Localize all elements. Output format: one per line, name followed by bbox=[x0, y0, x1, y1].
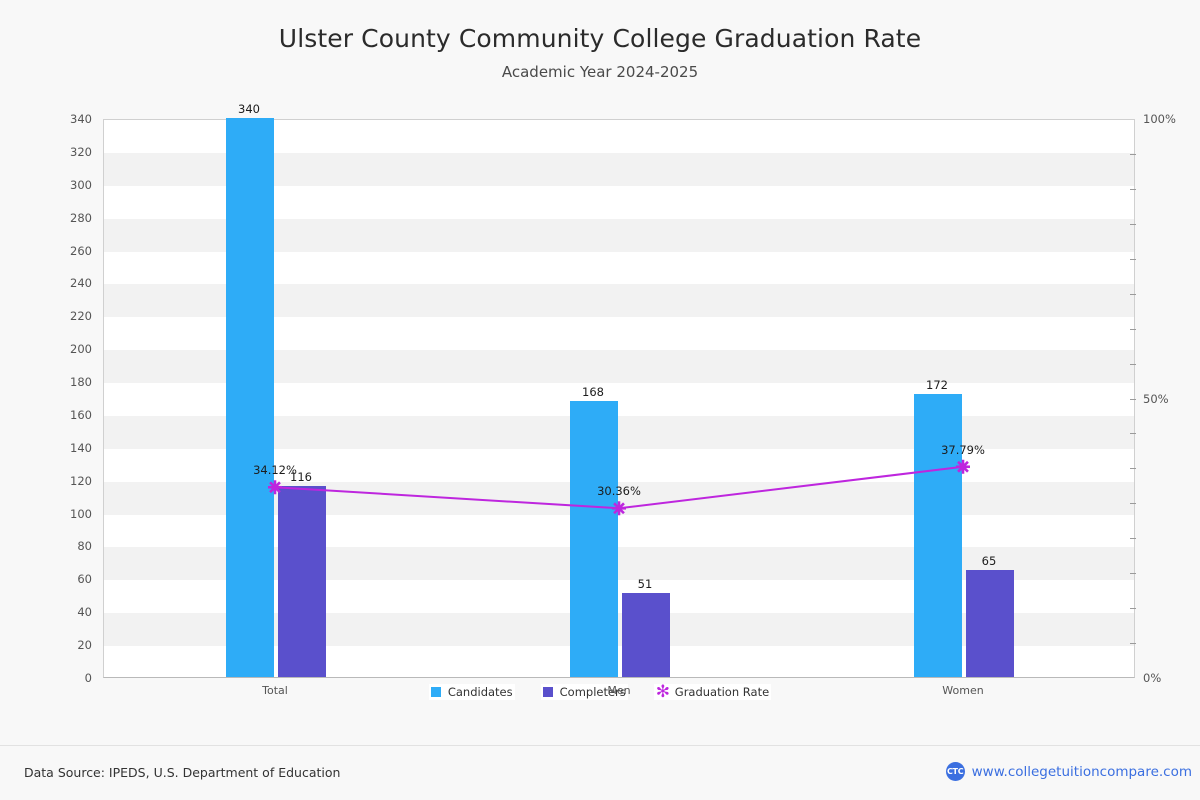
y-axis-tick-label: 320 bbox=[70, 144, 92, 159]
y2-axis-minor-tick bbox=[1130, 538, 1136, 540]
y-axis-tick-label: 60 bbox=[77, 572, 92, 587]
y2-axis-tick-label: 0% bbox=[1143, 671, 1162, 685]
x-axis-category-label: Women bbox=[942, 684, 984, 697]
grid-band bbox=[104, 547, 1134, 581]
x-axis-category-label: Total bbox=[262, 684, 288, 697]
data-source-text: Data Source: IPEDS, U.S. Department of E… bbox=[24, 765, 341, 780]
y-axis-tick-label: 120 bbox=[70, 473, 92, 488]
legend-swatch-icon bbox=[542, 687, 553, 697]
page-title: Ulster County Community College Graduati… bbox=[278, 24, 922, 53]
bar-candidates[interactable] bbox=[570, 400, 618, 677]
plot-content bbox=[104, 118, 1134, 677]
y2-axis-minor-tick bbox=[1130, 258, 1136, 260]
bar-completers[interactable] bbox=[966, 570, 1014, 677]
grid-band bbox=[104, 613, 1134, 647]
y2-axis-tick-label: 100% bbox=[1143, 112, 1176, 126]
y2-axis-minor-tick bbox=[1130, 363, 1136, 365]
y-axis-tick-label: 240 bbox=[70, 276, 92, 291]
y-axis-tick-label: 0 bbox=[84, 671, 92, 685]
bar-value-label-completers: 116 bbox=[290, 470, 312, 485]
y-axis-tick-label: 200 bbox=[70, 342, 92, 357]
legend-item[interactable]: Candidates bbox=[428, 684, 515, 700]
y-axis-tick-label: 20 bbox=[77, 638, 92, 653]
bar-candidates[interactable] bbox=[226, 118, 274, 677]
y2-axis-minor-tick bbox=[1130, 188, 1136, 190]
y2-axis-minor-tick bbox=[1130, 468, 1136, 470]
y2-axis-minor-tick bbox=[1130, 643, 1136, 645]
bar-completers[interactable] bbox=[622, 593, 670, 677]
y-axis-tick-label: 340 bbox=[70, 112, 92, 126]
graduation-rate-value-label: 34.12% bbox=[253, 463, 297, 478]
y2-axis-minor-tick bbox=[1130, 223, 1136, 225]
plot-area bbox=[103, 118, 1135, 678]
y2-axis-minor-tick bbox=[1130, 293, 1136, 295]
brand-url-text: www.collegetuitioncompare.com bbox=[971, 763, 1192, 780]
y-axis-tick-label: 300 bbox=[70, 177, 92, 192]
grid-band bbox=[104, 284, 1134, 318]
x-axis-category-label: Men bbox=[607, 684, 631, 697]
y2-axis-minor-tick bbox=[1130, 573, 1136, 575]
bar-value-label-candidates: 340 bbox=[238, 102, 260, 116]
legend-label: Candidates bbox=[447, 685, 513, 699]
bar-value-label-candidates: 172 bbox=[926, 378, 948, 393]
y-axis-tick-label: 80 bbox=[77, 539, 92, 554]
ctc-logo-icon: CTC bbox=[945, 762, 965, 781]
bar-completers[interactable] bbox=[278, 486, 326, 677]
bar-value-label-completers: 51 bbox=[637, 577, 653, 592]
y-axis-tick-label: 160 bbox=[70, 407, 92, 422]
y2-axis-minor-tick bbox=[1130, 433, 1136, 435]
legend-label: Graduation Rate bbox=[674, 685, 770, 699]
y2-axis-tick-label: 50% bbox=[1143, 391, 1169, 406]
y-axis-tick-label: 280 bbox=[70, 210, 92, 225]
y2-axis-minor-tick bbox=[1130, 503, 1136, 505]
legend-item[interactable]: ✻ Graduation Rate bbox=[653, 682, 772, 702]
brand-link[interactable]: CTC www.collegetuitioncompare.com bbox=[945, 762, 1192, 781]
chart-legend: Candidates Completers ✻ Graduation Rate bbox=[0, 682, 1200, 702]
graduation-rate-value-label: 30.36% bbox=[597, 484, 641, 499]
grid-bands bbox=[104, 120, 1134, 677]
y-axis-tick-label: 260 bbox=[70, 243, 92, 258]
bar-value-label-completers: 65 bbox=[981, 554, 997, 569]
y2-axis-tick bbox=[1130, 398, 1136, 400]
y-axis-tick-label: 180 bbox=[70, 375, 92, 390]
legend-asterisk-icon: ✻ bbox=[655, 682, 671, 702]
grid-band bbox=[104, 152, 1134, 186]
chart-subtitle: Academic Year 2024-2025 bbox=[501, 63, 699, 81]
y2-axis-minor-tick bbox=[1130, 153, 1136, 155]
y-axis-tick-label: 100 bbox=[70, 506, 92, 521]
y-axis-tick-label: 40 bbox=[77, 605, 92, 620]
footer-divider bbox=[0, 745, 1200, 746]
grid-band bbox=[104, 415, 1134, 449]
y-axis-tick-label: 140 bbox=[70, 440, 92, 455]
legend-swatch-icon bbox=[430, 687, 441, 697]
grid-band bbox=[104, 350, 1134, 384]
y-axis-tick-label: 220 bbox=[70, 309, 92, 324]
grid-band bbox=[104, 218, 1134, 252]
bar-value-label-candidates: 168 bbox=[582, 384, 604, 399]
graduation-rate-value-label: 37.79% bbox=[941, 442, 985, 457]
y2-axis-minor-tick bbox=[1130, 608, 1136, 610]
y2-axis-minor-tick bbox=[1130, 328, 1136, 330]
bar-candidates[interactable] bbox=[914, 394, 962, 677]
